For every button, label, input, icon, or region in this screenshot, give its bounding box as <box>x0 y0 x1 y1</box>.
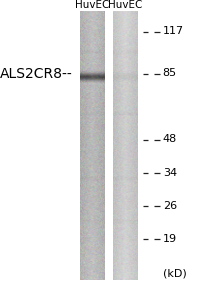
Text: HuvEC: HuvEC <box>108 1 143 10</box>
Text: HuvEC: HuvEC <box>75 1 109 10</box>
Text: (kD): (kD) <box>163 268 186 278</box>
Text: 19: 19 <box>163 233 177 244</box>
Text: ALS2CR8--: ALS2CR8-- <box>0 67 73 80</box>
Text: 117: 117 <box>163 26 184 37</box>
Text: 34: 34 <box>163 167 177 178</box>
Text: 48: 48 <box>163 134 177 145</box>
Text: 26: 26 <box>163 200 177 211</box>
Text: 85: 85 <box>163 68 177 79</box>
